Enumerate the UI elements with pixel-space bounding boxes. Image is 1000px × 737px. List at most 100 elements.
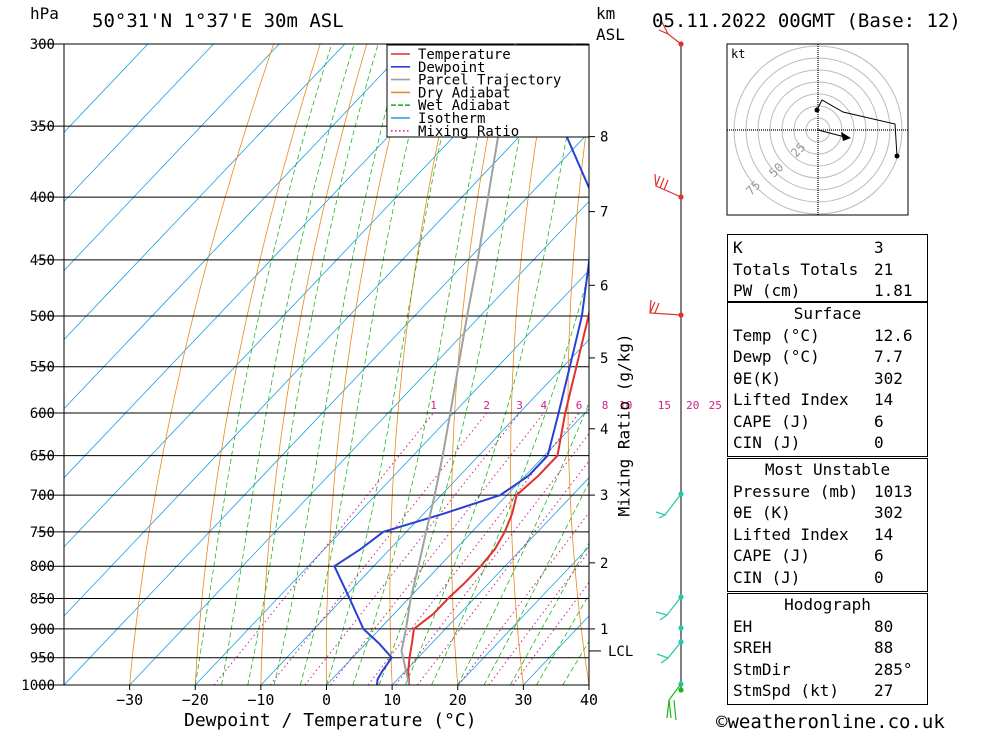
isotherm-line (64, 44, 214, 203)
temperature-line (407, 307, 589, 685)
wet-adiabat-line (536, 593, 589, 685)
mixing-ratio-line (458, 511, 589, 685)
index-label: PW (cm) (733, 281, 801, 300)
pressure-tick-label: 900 (30, 622, 55, 638)
index-row: Totals Totals 21 (728, 259, 927, 281)
dry-adiabat-line (678, 0, 727, 711)
dry-adiabat-line (194, 44, 321, 685)
hodograph-value: 88 (874, 638, 894, 657)
surface-table: Surface Temp (°C) 12.6 Dewp (°C) 7.7 θE(K) 30… (727, 302, 928, 457)
mixing-ratio-label: 10 (619, 399, 632, 412)
isotherm-line (64, 44, 477, 479)
pressure-tick-label: 500 (30, 309, 55, 325)
most-unstable-value: 1013 (874, 481, 913, 501)
isotherm-line (457, 546, 589, 685)
wind-barb (656, 641, 682, 664)
x-tick-label: 40 (580, 691, 598, 709)
isotherm-line (129, 200, 589, 685)
height-unit: km (596, 4, 616, 23)
surface-row: CIN (J) 0 (728, 432, 927, 454)
most-unstable-value: 14 (874, 524, 894, 544)
dry-adiabat-line (510, 44, 554, 685)
pressure-tick-label: 650 (30, 449, 55, 465)
x-tick-label: −10 (247, 691, 274, 709)
surface-value: 0 (874, 433, 884, 452)
most-unstable-label: CIN (J) (733, 567, 801, 587)
hodograph-unit: kt (731, 47, 745, 61)
most-unstable-label: Lifted Index (733, 524, 849, 544)
pressure-tick-label: 400 (30, 190, 55, 206)
height-tick-label: 7 (600, 205, 608, 221)
hodograph-label: StmDir (733, 659, 791, 679)
most-unstable-title: Most Unstable (764, 460, 891, 479)
hodograph-table: Hodograph EH 80 SREH 88 StmDir 285° StmSpd (kt… (727, 593, 928, 705)
mixing-ratio-label: 25 (709, 399, 722, 412)
x-tick-label: −30 (116, 691, 143, 709)
isotherm-line (64, 44, 280, 272)
hodograph-table-title: Hodograph (784, 595, 871, 614)
most-unstable-row: Lifted Index 14 (728, 524, 927, 546)
datetime-title: 05.11.2022 00GMT (Base: 12) (652, 10, 961, 32)
hodograph-row: StmDir 285° (728, 659, 927, 681)
dry-adiabat-line (970, 0, 1000, 711)
most-unstable-label: CAPE (J) (733, 546, 811, 565)
legend-entry-label: Wet Adiabat (418, 98, 511, 114)
dry-adiabat-line (260, 44, 368, 685)
most-unstable-row: CIN (J) 0 (728, 567, 927, 589)
hodograph-row: StmSpd (kt) 27 (728, 680, 927, 702)
x-tick-label: −20 (182, 691, 209, 709)
surface-value: 302 (874, 368, 903, 388)
wet-adiabat-line (431, 270, 589, 685)
wind-barb (654, 173, 682, 198)
pressure-tick-label: 550 (30, 360, 55, 376)
copyright-link[interactable]: ©weatheronline.co.uk (716, 711, 945, 733)
mixing-ratio-label: 8 (602, 399, 609, 412)
mixing-ratio-line (395, 433, 589, 685)
indices-table: K 3 Totals Totals 21 PW (cm) 1.81 (727, 234, 928, 302)
x-tick-label: 0 (322, 691, 331, 709)
hodograph-start-point (814, 107, 820, 113)
mixing-ratio-line (330, 412, 545, 685)
surface-label: CIN (J) (733, 433, 801, 452)
most-unstable-row: θE (K) 302 (728, 502, 927, 524)
wind-level-dot (678, 625, 684, 631)
legend-entry-label: Isotherm (418, 111, 485, 127)
hodograph-label: EH (733, 616, 753, 636)
index-label: K (733, 238, 743, 257)
mixing-ratio-line (304, 412, 520, 685)
hodograph-row: SREH 88 (728, 637, 927, 659)
mixing-ratio-line (213, 412, 434, 685)
pressure-tick-label: 300 (30, 37, 55, 53)
mixing-ratio-line (367, 412, 580, 685)
isotherm-line (64, 44, 149, 133)
most-unstable-value: 6 (874, 546, 884, 565)
height-tick-label: 4 (600, 422, 608, 438)
most-unstable-label: Pressure (mb) (733, 481, 859, 501)
surface-label: CAPE (J) (733, 411, 811, 431)
index-value: 21 (874, 259, 894, 279)
height-tick-label: 5 (600, 351, 608, 367)
pressure-tick-label: 800 (30, 559, 55, 575)
surface-row: Lifted Index 14 (728, 389, 927, 411)
x-axis-title: Dewpoint / Temperature (°C) (184, 710, 477, 731)
dewpoint-line (333, 44, 589, 685)
wind-barb (658, 21, 682, 45)
pressure-tick-label: 450 (30, 253, 55, 269)
legend-entry-label: Parcel Trajectory (418, 73, 561, 89)
hodograph-label: SREH (733, 638, 772, 657)
hodograph-label: StmSpd (kt) (733, 681, 839, 700)
legend-entry-label: Mixing Ratio (418, 124, 519, 140)
isotherm-line (64, 131, 589, 685)
most-unstable-table: Most Unstable Pressure (mb) 1013 θE (K) 302… (727, 458, 928, 592)
mixing-ratio-label: 6 (576, 399, 583, 412)
legend-box (386, 44, 590, 138)
most-unstable-value: 0 (874, 567, 884, 587)
most-unstable-value: 302 (874, 503, 903, 522)
height-tick-label: 1 (600, 622, 608, 638)
mixing-ratio-axis-title: Mixing Ratio (g/kg) (614, 333, 634, 517)
index-row: PW (cm) 1.81 (728, 280, 927, 302)
x-tick-label: 30 (514, 691, 532, 709)
hodograph-value: 27 (874, 681, 894, 700)
most-unstable-row: CAPE (J) 6 (728, 545, 927, 567)
